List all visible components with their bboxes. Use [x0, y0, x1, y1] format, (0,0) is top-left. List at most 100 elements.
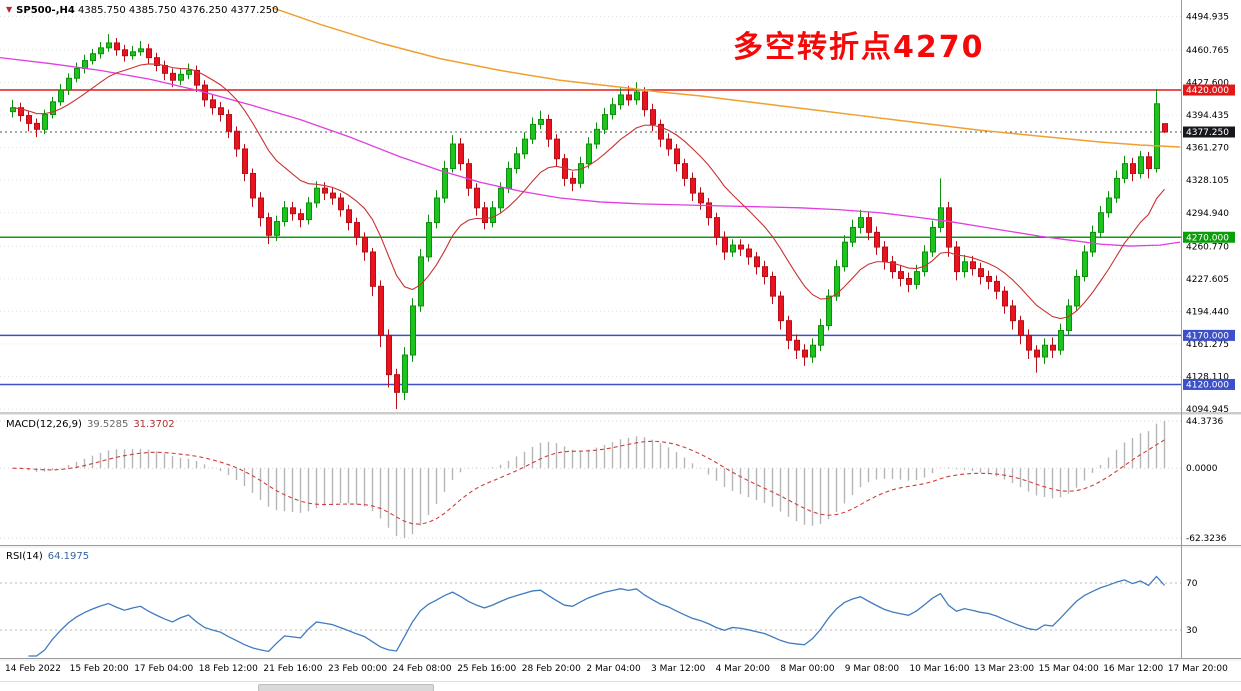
- rsi-indicator-label: RSI(14) 64.1975: [6, 551, 89, 562]
- candle: [770, 271, 776, 304]
- time-axis-label: 13 Mar 23:00: [974, 664, 1034, 674]
- candle: [722, 231, 728, 260]
- candle: [690, 172, 696, 201]
- svg-text:4170.000: 4170.000: [1186, 332, 1229, 342]
- candle: [994, 275, 1000, 300]
- candle: [882, 241, 888, 270]
- price-axis-label: 4328.105: [1186, 176, 1229, 186]
- candle: [482, 201, 488, 230]
- macd-main-value: 39.5285: [86, 419, 129, 430]
- candle: [1090, 225, 1096, 257]
- candle: [922, 245, 928, 277]
- candle: [258, 192, 264, 227]
- candle: [714, 212, 720, 246]
- candle: [666, 133, 672, 156]
- candle: [538, 110, 544, 130]
- candle: [122, 44, 128, 62]
- ma-red-line: [12, 63, 1165, 320]
- candle: [18, 102, 24, 122]
- rsi-axis-label: 30: [1186, 626, 1198, 636]
- time-axis-label: 9 Mar 08:00: [845, 664, 900, 674]
- candle: [810, 338, 816, 363]
- candle: [218, 101, 224, 122]
- candle: [458, 138, 464, 171]
- candle: [658, 119, 664, 147]
- chart-text-annotation[interactable]: 多空转折点4270: [733, 30, 985, 65]
- candle: [986, 270, 992, 290]
- price-level-badge[interactable]: 4120.000: [1183, 378, 1235, 391]
- price-axis-label: 4394.435: [1186, 111, 1229, 121]
- candle: [146, 43, 152, 64]
- candle: [1002, 286, 1008, 314]
- rsi-name: RSI(14): [6, 551, 43, 562]
- candle: [602, 107, 608, 135]
- time-axis-label: 18 Feb 12:00: [199, 664, 258, 674]
- candle: [610, 97, 616, 120]
- rsi-line: [28, 575, 1165, 657]
- candle: [10, 99, 16, 118]
- candle: [1106, 191, 1112, 218]
- candle: [290, 201, 296, 221]
- candle: [730, 239, 736, 257]
- candle: [82, 54, 88, 74]
- candle: [98, 41, 104, 59]
- candle: [162, 60, 168, 81]
- price-axis-label: 4094.945: [1186, 405, 1229, 415]
- candle: [138, 40, 144, 56]
- candle: [890, 255, 896, 279]
- candle: [546, 114, 552, 147]
- candle: [906, 272, 912, 293]
- candle: [586, 137, 592, 169]
- svg-text:4377.250: 4377.250: [1186, 128, 1229, 138]
- chart-title: ▼ SP500-,H4 4385.750 4385.750 4376.250 43…: [6, 5, 278, 16]
- price-axis-label: 4227.605: [1186, 275, 1229, 285]
- candle: [1146, 151, 1152, 179]
- candle: [266, 212, 272, 245]
- candle: [1122, 155, 1128, 184]
- candles: [10, 34, 1168, 409]
- rsi-panel: [0, 582, 1181, 631]
- candle: [178, 68, 184, 86]
- candle: [90, 48, 96, 65]
- candle: [442, 160, 448, 203]
- candle: [842, 235, 848, 272]
- time-axis-label: 3 Mar 12:00: [651, 664, 706, 674]
- candle: [626, 86, 632, 106]
- candle: [1034, 345, 1040, 373]
- ma-orange-line: [271, 6, 1181, 148]
- price-axis-label: 4460.765: [1186, 46, 1229, 56]
- candle: [634, 82, 640, 105]
- time-axis-label: 24 Feb 08:00: [393, 664, 452, 674]
- candle: [354, 217, 360, 246]
- candle: [26, 110, 32, 132]
- candle: [826, 289, 832, 331]
- candle: [346, 204, 352, 231]
- price-axis-label: 4260.770: [1186, 242, 1229, 252]
- price-level-badge[interactable]: 4420.000: [1183, 84, 1235, 97]
- candle: [426, 214, 432, 262]
- time-axis-label: 15 Feb 20:00: [70, 664, 129, 674]
- macd-axis-label: 44.3736: [1186, 417, 1223, 427]
- macd-name: MACD(12,26,9): [6, 419, 82, 430]
- price-level-badge[interactable]: 4270.000: [1183, 231, 1235, 244]
- candle: [466, 158, 472, 197]
- candle: [738, 239, 744, 256]
- svg-text:4120.000: 4120.000: [1186, 381, 1229, 391]
- time-axis-label: 16 Mar 12:00: [1103, 664, 1163, 674]
- candle: [746, 244, 752, 265]
- candle: [434, 190, 440, 229]
- candle: [250, 168, 256, 207]
- candle: [362, 232, 368, 261]
- price-axis-label: 4294.940: [1186, 209, 1229, 219]
- price-level-badge[interactable]: 4170.000: [1183, 329, 1235, 342]
- scrollbar-thumb[interactable]: [258, 684, 434, 691]
- candle: [474, 183, 480, 216]
- time-axis-label: 17 Mar 20:00: [1168, 664, 1228, 674]
- candle: [330, 187, 336, 205]
- candle: [794, 334, 800, 359]
- candle: [554, 134, 560, 167]
- candle: [522, 132, 528, 159]
- horizontal-scrollbar: [0, 681, 1241, 691]
- macd-signal-value: 31.3702: [133, 419, 175, 430]
